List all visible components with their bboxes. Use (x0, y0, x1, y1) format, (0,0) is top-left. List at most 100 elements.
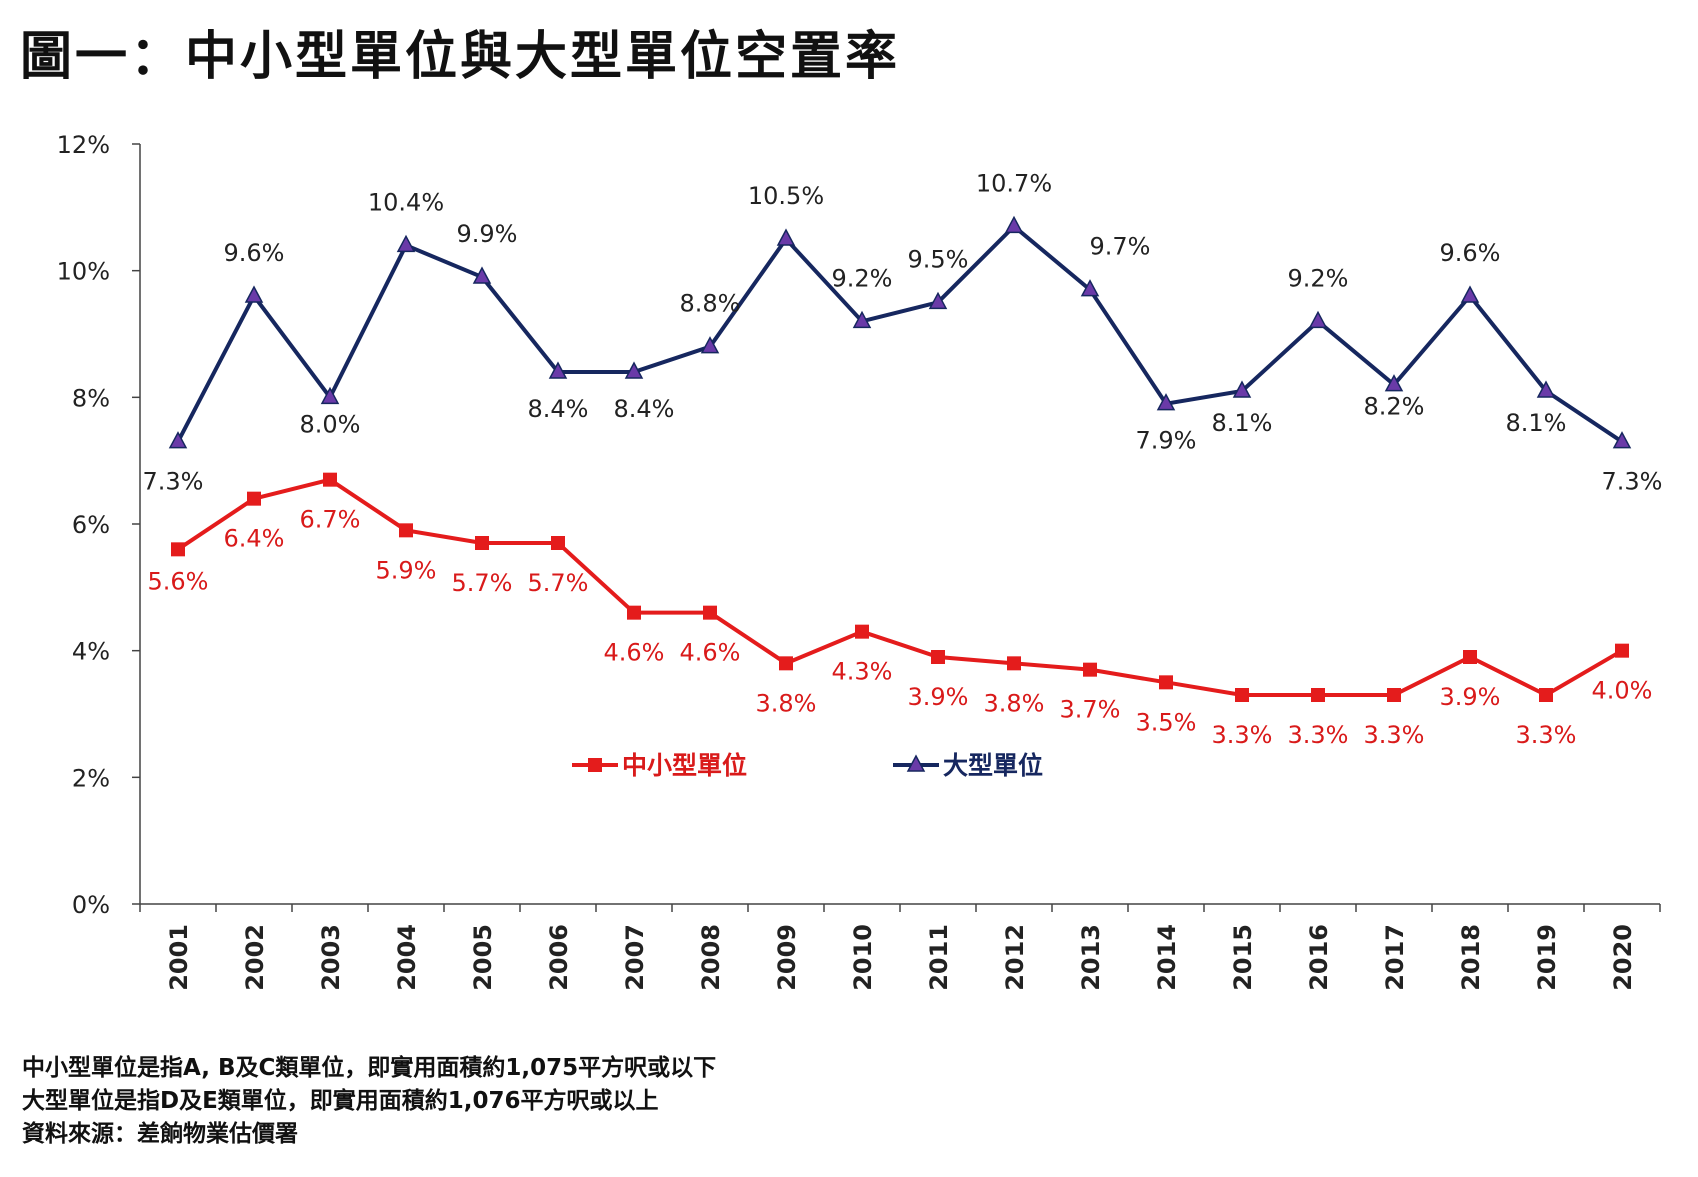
data-point-square (1083, 662, 1097, 677)
data-point-triangle (852, 310, 872, 329)
chart-markers (168, 215, 1632, 702)
data-point-square (703, 605, 717, 620)
x-tick-label: 2004 (393, 924, 421, 991)
data-label: 8.8% (680, 290, 741, 318)
data-label: 7.9% (1136, 427, 1197, 455)
chart-axes: 0% 2% 4% 6% 8% 10% 12% 2001 2002 2003 2004 2005 2006… (57, 131, 1661, 991)
legend-marker-square (588, 758, 602, 772)
data-label: 3.5% (1136, 708, 1197, 736)
data-label: 3.8% (756, 689, 817, 717)
data-label: 9.9% (457, 220, 518, 248)
data-point-triangle (1384, 374, 1404, 392)
data-label: 5.9% (376, 556, 437, 584)
x-tick-label: 2011 (925, 924, 953, 991)
x-tick-label: 2014 (1153, 924, 1181, 991)
series-line-small-medium (176, 477, 1624, 698)
data-label: 7.3% (1602, 468, 1663, 496)
data-point-triangle (1232, 380, 1252, 398)
x-tick-label: 2013 (1077, 924, 1105, 991)
series-line-large (176, 223, 1624, 444)
x-tick-label: 2008 (697, 924, 725, 991)
chart-legend: 中小型單位 大型單位 (572, 751, 1043, 780)
x-tick-label: 2007 (621, 924, 649, 991)
legend-label: 中小型單位 (622, 751, 747, 780)
data-point-square (171, 542, 185, 557)
footnote-size-definition-large: 大型單位是指D及E類單位，即實用面積約1,076平方呎或以上 (22, 1088, 659, 1114)
data-label: 9.6% (224, 239, 285, 267)
data-point-square (399, 523, 413, 538)
data-point-triangle (244, 285, 264, 303)
data-point-square (1159, 675, 1173, 690)
chart-lines (176, 223, 1624, 698)
data-label: 3.7% (1060, 696, 1121, 724)
data-label: 8.2% (1364, 393, 1425, 421)
data-point-triangle (1536, 380, 1556, 398)
data-label: 9.5% (908, 245, 969, 273)
x-tick-label: 2020 (1609, 924, 1637, 991)
data-point-triangle (624, 361, 644, 379)
data-label: 7.3% (143, 468, 204, 496)
data-point-square (627, 605, 641, 620)
x-tick-label: 2017 (1381, 924, 1409, 991)
data-point-triangle (320, 386, 340, 405)
x-tick-label: 2005 (469, 924, 497, 991)
data-label: 4.6% (680, 639, 741, 667)
data-label: 3.3% (1364, 721, 1425, 749)
data-label: 5.7% (452, 569, 513, 597)
data-point-square (247, 491, 261, 506)
data-point-square (779, 656, 793, 671)
data-point-triangle (1308, 310, 1328, 329)
data-label: 4.3% (832, 658, 893, 686)
data-label: 3.3% (1212, 721, 1273, 749)
data-label: 5.6% (148, 567, 209, 595)
y-tick-label: 12% (57, 131, 110, 159)
data-label: 8.1% (1506, 409, 1567, 437)
data-label: 8.4% (614, 395, 675, 423)
data-point-square (1311, 688, 1325, 702)
data-label: 3.9% (908, 683, 969, 711)
legend-item-small-medium: 中小型單位 (572, 751, 747, 780)
footnote-size-definition-small: 中小型單位是指A, B及C類單位，即實用面積約1,075平方呎或以下 (22, 1055, 717, 1081)
data-label: 3.3% (1288, 721, 1349, 749)
x-tick-label: 2009 (773, 924, 801, 991)
chart-data-labels: 5.6% 6.4% 6.7% 5.9% 5.7% 5.7% 4.6% 4.6% 3.8% 4.3%… (143, 169, 1663, 749)
data-point-triangle (700, 336, 720, 354)
data-point-square (1007, 656, 1021, 671)
data-point-triangle (168, 431, 188, 449)
x-tick-label: 2019 (1533, 924, 1561, 991)
data-label: 8.0% (300, 410, 361, 438)
x-tick-label: 2006 (545, 924, 573, 991)
data-point-square (551, 536, 565, 550)
data-point-triangle (472, 266, 492, 284)
data-point-square (323, 472, 337, 487)
data-label: 5.7% (528, 569, 589, 597)
data-label: 9.6% (1440, 239, 1501, 267)
data-label: 8.1% (1212, 409, 1273, 437)
data-label: 10.5% (748, 182, 824, 210)
x-tick-label: 2002 (241, 924, 269, 991)
data-label: 6.7% (300, 506, 361, 534)
x-tick-label: 2015 (1229, 924, 1257, 991)
data-point-square (1615, 643, 1629, 658)
data-label: 9.2% (832, 264, 893, 292)
data-point-triangle (1612, 431, 1632, 449)
data-point-triangle (1004, 215, 1024, 234)
legend-marker-triangle (906, 754, 926, 772)
data-point-triangle (1460, 285, 1480, 303)
data-label: 9.2% (1288, 264, 1349, 292)
data-label: 8.4% (528, 395, 589, 423)
page-title: 圖一：中小型單位與大型單位空置率 (20, 27, 901, 87)
data-point-square (855, 624, 869, 639)
x-tick-label: 2010 (849, 924, 877, 991)
x-tick-label: 2003 (317, 924, 345, 991)
footnotes: 中小型單位是指A, B及C類單位，即實用面積約1,075平方呎或以下 大型單位是… (22, 1052, 716, 1151)
data-label: 3.3% (1516, 721, 1577, 749)
data-point-square (1539, 688, 1553, 702)
data-point-square (1387, 688, 1401, 702)
legend-label: 大型單位 (943, 751, 1043, 780)
data-label: 4.6% (604, 639, 665, 667)
data-point-square (931, 650, 945, 664)
data-label: 6.4% (224, 525, 285, 553)
data-point-triangle (396, 234, 416, 253)
data-label: 9.7% (1090, 233, 1151, 261)
